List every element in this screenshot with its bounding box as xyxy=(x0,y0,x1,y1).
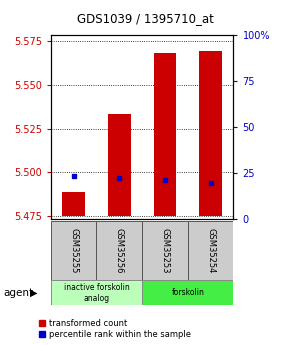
Text: GSM35255: GSM35255 xyxy=(69,228,78,274)
Text: GSM35256: GSM35256 xyxy=(115,228,124,274)
Legend: transformed count, percentile rank within the sample: transformed count, percentile rank withi… xyxy=(39,319,191,339)
Text: GDS1039 / 1395710_at: GDS1039 / 1395710_at xyxy=(77,12,213,25)
Bar xyxy=(51,280,142,305)
Bar xyxy=(153,53,176,216)
Bar xyxy=(108,115,131,216)
Text: ▶: ▶ xyxy=(30,288,37,297)
Bar xyxy=(188,221,233,281)
Bar xyxy=(51,221,96,281)
Text: inactive forskolin
analog: inactive forskolin analog xyxy=(64,283,129,303)
Bar xyxy=(62,192,85,216)
Text: forskolin: forskolin xyxy=(171,288,204,297)
Text: GSM35253: GSM35253 xyxy=(160,228,169,274)
Text: agent: agent xyxy=(3,288,33,297)
Text: GSM35254: GSM35254 xyxy=(206,228,215,274)
Bar xyxy=(142,280,233,305)
Bar xyxy=(142,221,188,281)
Bar xyxy=(199,51,222,216)
Bar xyxy=(96,221,142,281)
